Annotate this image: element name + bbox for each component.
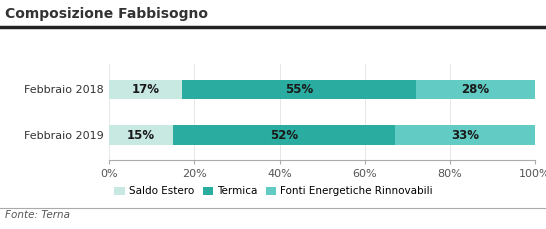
Bar bbox=[109, 125, 173, 145]
Text: Fonte: Terna: Fonte: Terna bbox=[5, 210, 70, 220]
Text: Composizione Fabbisogno: Composizione Fabbisogno bbox=[5, 7, 209, 21]
Text: 52%: 52% bbox=[270, 129, 298, 142]
Bar bbox=[395, 125, 535, 145]
Text: 33%: 33% bbox=[451, 129, 479, 142]
Text: 55%: 55% bbox=[284, 83, 313, 96]
Bar bbox=[182, 80, 416, 99]
Bar bbox=[416, 80, 535, 99]
Legend: Saldo Estero, Termica, Fonti Energetiche Rinnovabili: Saldo Estero, Termica, Fonti Energetiche… bbox=[115, 186, 433, 196]
Text: 15%: 15% bbox=[127, 129, 155, 142]
Text: 17%: 17% bbox=[132, 83, 159, 96]
Bar bbox=[109, 80, 182, 99]
Bar bbox=[173, 125, 395, 145]
Text: 28%: 28% bbox=[461, 83, 490, 96]
